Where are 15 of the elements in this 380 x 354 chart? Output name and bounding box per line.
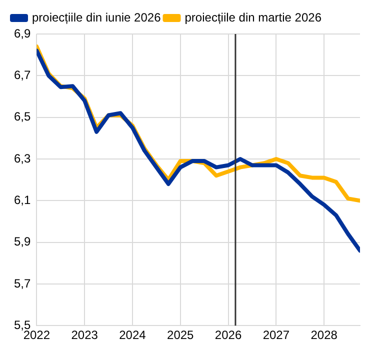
x-tick-label: 2023	[71, 328, 98, 342]
legend-label: proiecțiile din iunie 2026	[32, 10, 162, 24]
y-tick-label: 5,9	[14, 234, 31, 249]
x-tick-label: 2026	[214, 328, 242, 342]
y-tick-label: 6,3	[14, 151, 31, 166]
y-tick-label: 6,7	[14, 68, 31, 82]
x-tick-label: 2028	[310, 328, 338, 342]
y-tick-label: 6,1	[14, 192, 31, 207]
x-tick-label: 2027	[262, 328, 290, 342]
x-tick-label: 2025	[167, 328, 194, 342]
x-tick-label: 2024	[119, 328, 146, 342]
y-tick-label: 5,7	[14, 276, 31, 290]
y-tick-label: 6,5	[14, 110, 31, 124]
y-tick-label: 6,9	[14, 26, 31, 40]
legend-label: proiecțiile din martie 2026	[184, 10, 322, 24]
